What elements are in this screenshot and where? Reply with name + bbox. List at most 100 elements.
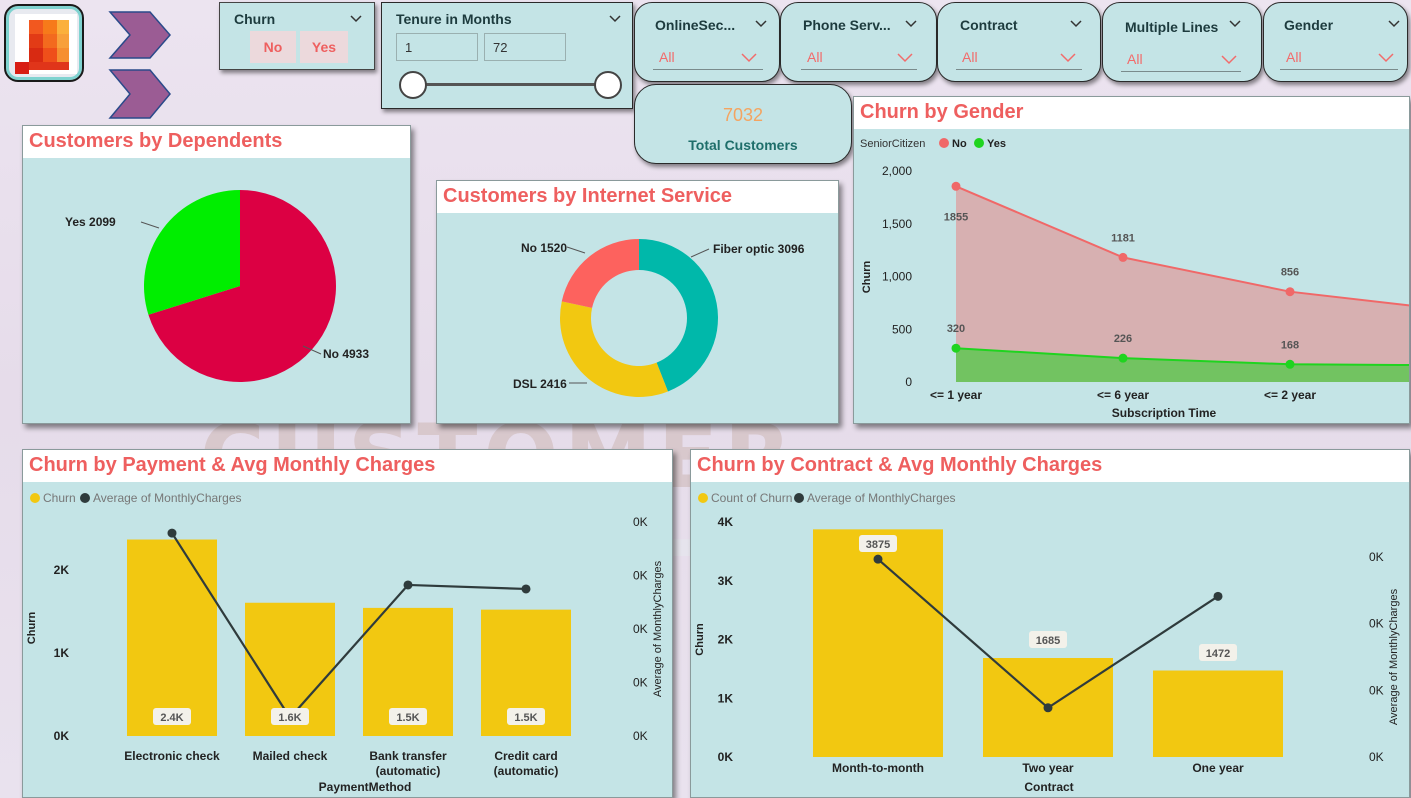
contract-value[interactable]: All: [962, 49, 978, 65]
gender-title: Gender: [1284, 17, 1334, 33]
point-no: [1285, 287, 1295, 297]
nav-arrows: [108, 11, 171, 119]
payment-churn-title: Churn by Payment & Avg Monthly Charges: [29, 454, 436, 476]
y-tick-left: 3K: [718, 574, 734, 588]
churn-slicer[interactable]: Churn No Yes: [219, 2, 375, 70]
tenure-slider-max-handle[interactable]: [594, 71, 622, 99]
app-logo: [4, 4, 84, 82]
y-axis-label: Churn: [861, 261, 873, 294]
x-tick-label: <= 1 year: [930, 388, 982, 402]
chevron-down-icon[interactable]: [905, 20, 917, 28]
gender-churn-title: Churn by Gender: [860, 101, 1024, 123]
y-tick-right: 0K: [1369, 683, 1384, 697]
contract-churn-title: Churn by Contract & Avg Monthly Charges: [697, 454, 1103, 476]
tenure-min-input[interactable]: 1: [396, 33, 478, 61]
point-yes: [1285, 359, 1295, 369]
contract-slicer[interactable]: Contract All: [937, 2, 1101, 82]
x-tick-label: Two year: [1022, 761, 1073, 775]
donut-slice-dsl: [560, 301, 668, 397]
y-axis-label-right: Average of MonthlyCharges: [652, 560, 664, 697]
internet-service-title: Customers by Internet Service: [443, 185, 732, 207]
y-tick-label: 1,500: [882, 217, 912, 231]
legend-title: SeniorCitizen: [860, 138, 925, 150]
gender-value[interactable]: All: [1286, 49, 1302, 65]
legend-marker-bars: [30, 493, 40, 503]
dropdown-chevron-icon[interactable]: [897, 53, 913, 63]
avg-charges-point: [873, 554, 883, 564]
y-tick-label: 500: [892, 322, 912, 336]
legend-marker-no: [939, 138, 949, 148]
dropdown-chevron-icon[interactable]: [1221, 55, 1237, 65]
tenure-max-input[interactable]: 72: [484, 33, 566, 61]
next-page-arrow-icon[interactable]: [108, 11, 171, 59]
legend-marker-line: [794, 493, 804, 503]
tenure-slider-track[interactable]: [412, 83, 608, 86]
line-no: [955, 185, 1409, 307]
y-tick-left: 1K: [54, 646, 70, 660]
chevron-down-icon[interactable]: [1070, 20, 1082, 28]
pie-leader-line: [140, 221, 160, 229]
dropdown-chevron-icon[interactable]: [1378, 53, 1394, 63]
x-axis-label: PaymentMethod: [319, 780, 412, 794]
tenure-slicer[interactable]: Tenure in Months 1 72: [381, 2, 633, 109]
y-tick-label: 1,000: [882, 270, 912, 284]
churn-option-yes[interactable]: Yes: [300, 31, 348, 63]
bar-label: 1472: [1206, 648, 1230, 660]
multiple-lines-slicer[interactable]: Multiple Lines All: [1102, 2, 1262, 82]
online-security-value[interactable]: All: [659, 49, 675, 65]
chevron-down-icon[interactable]: [609, 15, 621, 23]
bar: [1153, 670, 1283, 757]
gender-slicer[interactable]: Gender All: [1263, 2, 1408, 82]
donut-slice-fiber-optic: [639, 239, 718, 392]
point-no: [1118, 252, 1128, 262]
multiple-lines-value[interactable]: All: [1127, 51, 1143, 67]
y-tick-left: 4K: [718, 515, 734, 529]
dropdown-chevron-icon[interactable]: [1060, 53, 1076, 63]
churn-option-no[interactable]: No: [250, 31, 296, 63]
y-tick-right: 0K: [1369, 617, 1384, 631]
data-label-yes: 226: [1114, 333, 1132, 345]
donut-label-dsl: DSL 2416: [513, 377, 567, 391]
chevron-down-icon[interactable]: [350, 15, 362, 23]
y-tick-right: 0K: [633, 622, 648, 636]
dropdown-chevron-icon[interactable]: [741, 53, 757, 63]
bar-label-bg: [859, 535, 897, 552]
chevron-down-icon[interactable]: [1229, 20, 1241, 28]
legend-marker-bars: [698, 493, 708, 503]
bar-label-bg: [1199, 644, 1237, 661]
x-tick-label: Electronic check: [124, 749, 220, 763]
chevron-down-icon[interactable]: [1388, 20, 1400, 28]
data-label-no: 1855: [944, 211, 968, 223]
data-label-no: 1181: [1111, 232, 1135, 244]
x-tick-label: Bank transfer: [369, 749, 447, 763]
bar-label-bg: [1029, 631, 1067, 648]
y-axis-label-right: Average of MonthlyCharges: [1388, 588, 1400, 725]
x-tick-label: <= 2 year: [1264, 388, 1316, 402]
churn-option-yes-label: Yes: [311, 39, 337, 55]
dropdown-underline: [653, 69, 763, 70]
legend-label-yes: Yes: [987, 138, 1006, 150]
chevron-down-icon[interactable]: [755, 20, 767, 28]
y-tick-left: 1K: [718, 691, 734, 705]
phone-service-slicer[interactable]: Phone Serv... All: [780, 2, 937, 82]
y-tick-right: 0K: [633, 729, 648, 743]
contract-title: Contract: [960, 17, 1018, 33]
tenure-slider-min-handle[interactable]: [399, 71, 427, 99]
contract-combo-chart: Count of Churn Average of MonthlyCharges 0…: [694, 491, 1400, 794]
x-tick-label: (automatic): [376, 764, 441, 778]
donut-leader-line: [690, 248, 710, 258]
dependents-pie-chart: No 4933 Yes 2099: [65, 190, 369, 382]
bar: [813, 529, 943, 757]
back-page-arrow-icon[interactable]: [108, 69, 171, 119]
phone-service-value[interactable]: All: [807, 49, 823, 65]
payment-churn-card: Churn by Payment & Avg Monthly Charges C…: [22, 449, 673, 798]
dependents-card: Customers by Dependents No 4933 Yes 2099: [22, 125, 411, 424]
donut-label-fiber: Fiber optic 3096: [713, 242, 805, 256]
avg-charges-line: [171, 532, 527, 720]
bar-label: 2.4K: [160, 712, 183, 724]
tenure-min-value: 1: [405, 40, 413, 55]
online-security-slicer[interactable]: OnlineSec... All: [634, 2, 780, 82]
legend-label-no: No: [952, 138, 967, 150]
phone-service-title: Phone Serv...: [803, 17, 891, 33]
dropdown-underline: [1280, 69, 1398, 70]
